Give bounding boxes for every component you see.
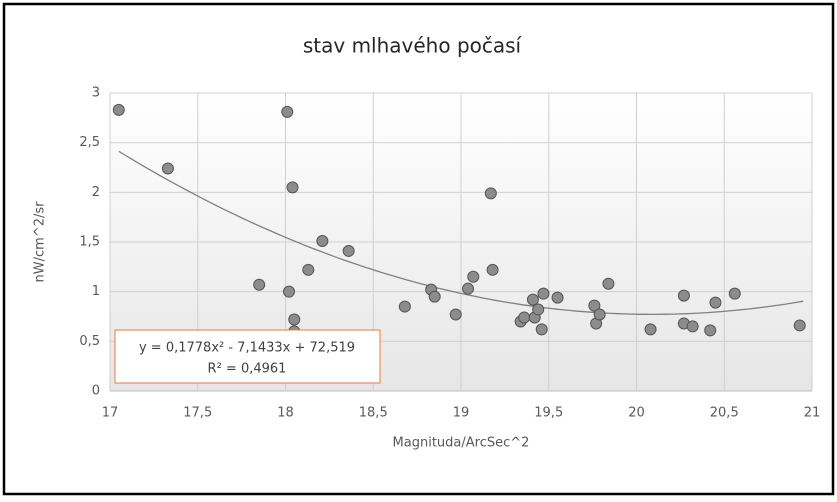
point <box>535 323 548 336</box>
y-tick-label: 2,5 <box>79 135 100 150</box>
y-tick-label: 1 <box>92 284 100 299</box>
point <box>398 300 411 313</box>
x-tick-label: 18 <box>277 406 294 421</box>
x-tick-label: 20,5 <box>710 406 739 421</box>
point <box>532 303 545 316</box>
point <box>302 263 315 276</box>
x-tick-label: 17,5 <box>183 406 212 421</box>
x-tick-label: 18,5 <box>359 406 388 421</box>
y-tick-label: 2 <box>92 185 100 200</box>
point <box>316 235 329 248</box>
point <box>709 296 722 309</box>
point <box>537 287 550 300</box>
point <box>518 311 531 324</box>
x-axis-label: Magnituda/ArcSec^2 <box>393 436 530 451</box>
point <box>486 263 499 276</box>
point <box>253 278 266 291</box>
trendline <box>118 150 804 316</box>
point <box>462 282 475 295</box>
point <box>526 293 539 306</box>
y-tick-label: 3 <box>92 86 100 101</box>
point <box>593 308 606 321</box>
point <box>728 287 741 300</box>
x-tick-label: 20 <box>628 406 645 421</box>
point <box>467 270 480 283</box>
point <box>286 181 299 194</box>
chart-title: stav mlhavého počasí <box>303 34 523 58</box>
point <box>112 103 125 116</box>
point <box>588 299 601 312</box>
point <box>551 291 564 304</box>
point <box>644 323 657 336</box>
point <box>428 290 441 303</box>
trendline-equation: y = 0,1778x² - 7,1433x + 72,519 <box>139 341 355 356</box>
point <box>342 244 355 257</box>
x-tick-label: 19 <box>453 406 470 421</box>
trendline-label-box <box>114 329 381 384</box>
point <box>484 187 497 200</box>
point <box>686 320 699 333</box>
point <box>288 313 301 326</box>
point <box>449 308 462 321</box>
x-tick-label: 19,5 <box>534 406 563 421</box>
trendline-r2: R² = 0,4961 <box>208 362 287 377</box>
point <box>281 105 294 118</box>
y-axis-label: nW/cm^2/sr <box>33 201 48 283</box>
point <box>704 324 717 337</box>
point <box>793 319 806 332</box>
point <box>283 285 296 298</box>
y-tick-label: 0 <box>92 384 100 399</box>
x-tick-label: 21 <box>804 406 821 421</box>
point <box>602 277 615 290</box>
y-tick-label: 1,5 <box>79 235 100 250</box>
point <box>161 162 174 175</box>
x-tick-label: 17 <box>102 406 119 421</box>
y-tick-label: 0,5 <box>79 334 100 349</box>
point <box>677 289 690 302</box>
